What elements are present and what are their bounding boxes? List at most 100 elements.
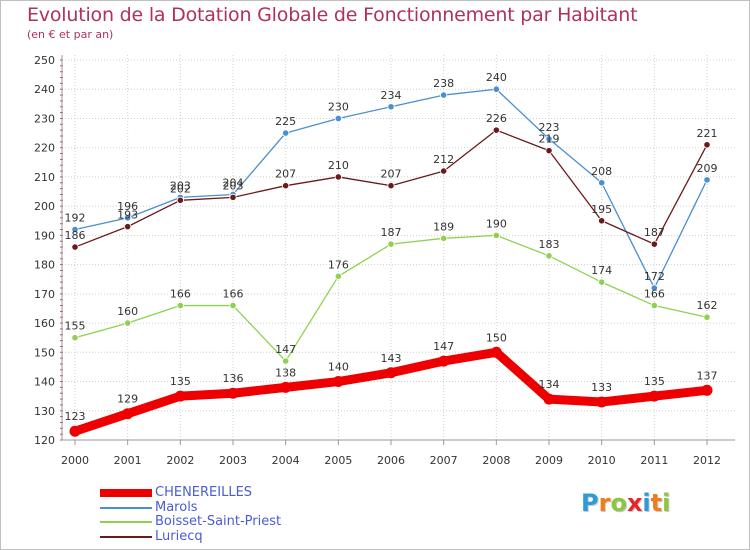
data-label: 230 <box>328 100 349 113</box>
data-point <box>229 193 237 201</box>
data-point <box>490 346 502 358</box>
data-label: 166 <box>644 288 665 301</box>
legend-label: CHENEREILLES <box>155 485 253 500</box>
y-tick-label: 180 <box>34 259 55 272</box>
logo-letter: i <box>662 489 671 517</box>
data-label: 129 <box>117 393 138 406</box>
data-label: 137 <box>697 369 718 382</box>
data-point <box>387 182 395 190</box>
data-point <box>124 223 132 231</box>
y-tick-label: 210 <box>34 171 55 184</box>
legend-label: Marols <box>155 499 198 515</box>
data-point <box>598 217 606 225</box>
logo-letter: r <box>598 489 611 517</box>
data-label: 166 <box>170 288 191 301</box>
grid-layer <box>62 55 735 441</box>
data-point <box>71 225 79 234</box>
x-tick-label: 2009 <box>535 454 563 467</box>
legend-label: Boisset-Saint-Priest <box>155 514 282 529</box>
data-label: 225 <box>275 115 296 128</box>
data-label: 147 <box>433 340 454 353</box>
data-label: 160 <box>117 305 138 318</box>
data-label: 138 <box>275 366 296 379</box>
y-tick-label: 220 <box>34 142 55 155</box>
data-label: 207 <box>381 168 402 181</box>
data-point <box>334 114 342 123</box>
data-label: 207 <box>275 168 296 181</box>
data-point <box>701 384 713 396</box>
x-tick-label: 2001 <box>114 454 142 467</box>
data-label: 134 <box>539 378 560 391</box>
data-label: 176 <box>328 258 349 271</box>
data-label: 234 <box>381 89 402 102</box>
data-point <box>440 91 448 99</box>
data-label: 195 <box>591 203 612 216</box>
logo-letter: x <box>626 489 643 517</box>
data-point <box>545 135 553 143</box>
x-tick-label: 2010 <box>588 454 616 467</box>
data-point <box>280 381 292 393</box>
legend-swatch-chenereilles <box>100 489 152 497</box>
data-point <box>703 313 711 321</box>
data-label: 174 <box>591 264 612 277</box>
data-label: 202 <box>170 182 191 195</box>
x-tick-label: 2006 <box>377 454 405 467</box>
data-point <box>598 278 606 286</box>
x-tick-label: 2007 <box>430 454 458 467</box>
data-label: 238 <box>433 77 454 90</box>
data-label: 172 <box>644 270 665 283</box>
data-label: 166 <box>223 288 244 301</box>
data-point <box>282 129 290 137</box>
x-tick-label: 2008 <box>482 454 510 467</box>
data-label: 140 <box>328 361 349 374</box>
data-label: 203 <box>170 179 191 192</box>
x-tick-label: 2002 <box>166 454 194 467</box>
logo-letter: o <box>610 489 627 517</box>
logo-letter: t <box>650 489 663 517</box>
data-label: 193 <box>117 209 138 222</box>
data-label: 150 <box>486 331 507 344</box>
logo-letter: P <box>581 489 599 517</box>
data-point <box>492 126 500 134</box>
data-label: 187 <box>381 226 402 239</box>
axis-layer: 120 130 140 150 160 170 180 190 200 210 220 230 240 2… <box>34 54 735 467</box>
data-label: 192 <box>65 212 86 225</box>
data-point <box>71 334 79 342</box>
chart-subtitle: (en € et par an) <box>27 28 114 41</box>
data-point <box>440 167 448 175</box>
y-tick-label: 190 <box>34 229 55 242</box>
data-label: 223 <box>539 121 560 134</box>
data-point <box>122 408 134 420</box>
y-tick-label: 230 <box>34 112 55 125</box>
data-label: 123 <box>65 410 86 423</box>
x-tick-label: 2011 <box>640 454 668 467</box>
data-label: 133 <box>591 381 612 394</box>
data-label: 143 <box>381 352 402 365</box>
data-point <box>650 240 658 248</box>
y-tick-label: 150 <box>34 346 55 359</box>
data-point <box>596 396 608 408</box>
series-layer <box>69 85 713 437</box>
legend-swatch-boisset-saint-priest <box>100 521 152 523</box>
data-label: 135 <box>170 375 191 388</box>
data-point <box>334 272 342 280</box>
data-point <box>703 141 711 149</box>
data-label: 196 <box>117 200 138 213</box>
data-point <box>124 214 132 222</box>
x-tick-label: 2000 <box>61 454 89 467</box>
y-tick-label: 130 <box>34 405 55 418</box>
legend-swatch-luriecq <box>100 535 152 538</box>
data-label: 208 <box>591 165 612 178</box>
data-point <box>71 243 79 251</box>
data-point <box>648 390 660 402</box>
x-tick-label: 2003 <box>219 454 247 467</box>
y-tick-label: 240 <box>34 83 55 96</box>
data-label: 136 <box>223 372 244 385</box>
x-tick-label: 2012 <box>693 454 721 467</box>
y-tick-label: 140 <box>34 376 55 389</box>
x-tick-label: 2005 <box>324 454 352 467</box>
data-point <box>69 425 81 437</box>
data-point <box>492 231 500 239</box>
data-point <box>332 376 344 388</box>
